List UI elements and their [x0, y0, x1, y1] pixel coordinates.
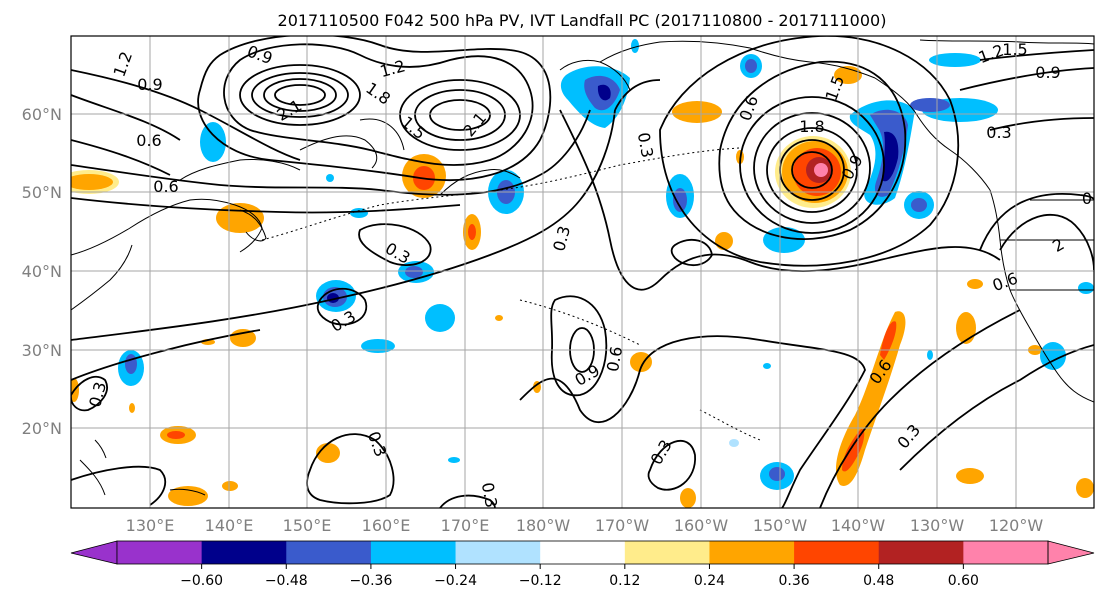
lon-label: 170°W [595, 516, 650, 535]
contour-lines [71, 36, 1094, 508]
coastline-dots [261, 147, 761, 441]
colorbar-max-arrow [1047, 540, 1095, 565]
colorbar-segment [117, 541, 203, 564]
lat-label: 20°N [22, 419, 62, 438]
colorbar-tick-label: 0.12 [609, 573, 640, 589]
colorbar-tick-label: 0.24 [694, 573, 725, 589]
colorbar-tick-label: −0.36 [349, 573, 392, 589]
colorbar-segment [709, 541, 795, 564]
colorbar-tick-label: 0.60 [948, 573, 979, 589]
contour-label: 0.3 [478, 481, 501, 509]
map-title: 2017110500 F042 500 hPa PV, IVT Landfall… [278, 11, 887, 30]
map-grid [71, 36, 1094, 508]
map-panel: 1.2 0.9 2.1 1.8 1.5 1.2 2.1 0.6 0.9 0.6 … [70, 35, 1095, 509]
contour-label: 0.9 [1035, 63, 1060, 82]
lon-label: 140°W [831, 516, 886, 535]
lat-label: 30°N [22, 341, 62, 360]
colorbar-segment [540, 541, 626, 564]
contour-label: 0.6 [136, 131, 161, 150]
lon-label: 140°E [205, 516, 254, 535]
colorbar-tick-label: −0.60 [180, 573, 223, 589]
lon-label: 160°E [362, 516, 411, 535]
colorbar-segment [370, 541, 457, 564]
longitude-labels: 130°E 140°E 150°E 160°E 170°E 180°W 170°… [126, 516, 1044, 535]
latitude-labels: 60°N 50°N 40°N 30°N 20°N [22, 105, 62, 438]
colorbar-tick-label: 0.36 [779, 573, 810, 589]
colorbar-min-arrow [70, 540, 118, 565]
colorbar-segment [794, 541, 880, 564]
coastlines [71, 39, 1094, 496]
colorbar-segment [963, 541, 1049, 564]
contour-label: 0.6 [603, 345, 626, 373]
colorbar-segment [878, 541, 964, 564]
lon-label: 160°W [674, 516, 729, 535]
lat-label: 50°N [22, 183, 62, 202]
lon-label: 150°E [283, 516, 332, 535]
colorbar-tick-label: −0.12 [519, 573, 562, 589]
lat-label: 60°N [22, 105, 62, 124]
contour-label: 0.9 [137, 75, 162, 94]
lon-label: 170°E [441, 516, 490, 535]
colorbar: −0.60 −0.48 −0.36 −0.24 −0.12 0.12 0.24 0.36 0.4… [70, 540, 1095, 589]
colorbar-segment [286, 541, 372, 564]
lon-label: 150°W [753, 516, 808, 535]
colorbar-tick-label: −0.48 [265, 573, 308, 589]
contour-label: 0 [1082, 189, 1092, 208]
lon-label: 130°E [126, 516, 175, 535]
contour-label: 0.3 [986, 123, 1011, 142]
contour-label: 1.8 [799, 117, 824, 136]
colorbar-segment [624, 541, 710, 564]
colorbar-segment [201, 541, 287, 564]
lon-label: 130°W [910, 516, 965, 535]
colorbar-tick-label: 0.48 [863, 573, 894, 589]
pv-positive-shading [71, 66, 1094, 508]
contour-label: 0.6 [153, 177, 178, 196]
lon-label: 180°W [516, 516, 571, 535]
contour-label: 0.3 [634, 131, 657, 159]
contour-label: 1.5 [1002, 40, 1027, 59]
lat-label: 40°N [22, 262, 62, 281]
lon-label: 120°W [989, 516, 1044, 535]
colorbar-tick-label: −0.24 [434, 573, 477, 589]
colorbar-segment [455, 541, 541, 564]
